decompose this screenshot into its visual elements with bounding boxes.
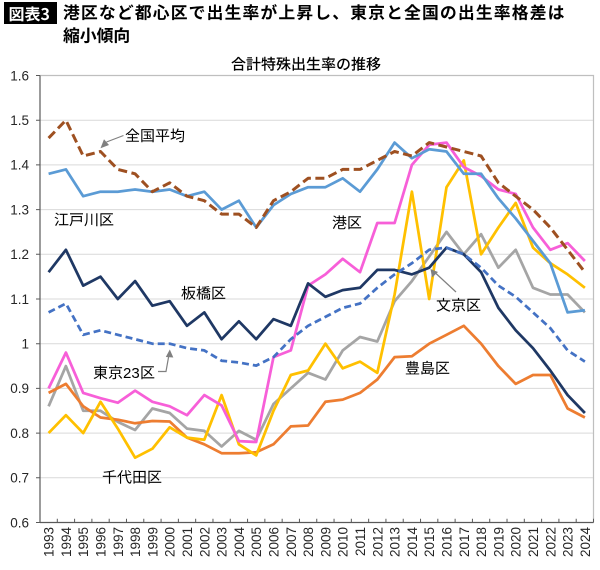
svg-text:2004: 2004 xyxy=(232,527,247,558)
svg-text:1997: 1997 xyxy=(111,527,126,557)
svg-text:1.1: 1.1 xyxy=(10,292,29,307)
svg-text:2022: 2022 xyxy=(543,527,558,557)
svg-text:2009: 2009 xyxy=(318,527,333,557)
svg-text:2010: 2010 xyxy=(336,527,351,557)
svg-text:1.5: 1.5 xyxy=(10,113,29,128)
svg-text:1.4: 1.4 xyxy=(10,158,29,173)
svg-text:2024: 2024 xyxy=(578,527,593,558)
svg-text:2020: 2020 xyxy=(509,527,524,557)
svg-text:2011: 2011 xyxy=(353,527,368,556)
svg-text:2013: 2013 xyxy=(388,527,403,557)
svg-text:1993: 1993 xyxy=(42,527,57,557)
svg-text:2023: 2023 xyxy=(561,527,576,557)
svg-text:2007: 2007 xyxy=(284,527,299,557)
svg-text:2002: 2002 xyxy=(197,527,212,557)
svg-text:1.6: 1.6 xyxy=(10,68,29,83)
svg-text:2018: 2018 xyxy=(474,527,489,557)
svg-text:1996: 1996 xyxy=(94,527,109,557)
svg-text:2012: 2012 xyxy=(370,527,385,557)
svg-text:0.6: 0.6 xyxy=(10,515,29,530)
svg-text:2008: 2008 xyxy=(301,527,316,557)
svg-text:2019: 2019 xyxy=(491,527,506,557)
svg-text:1.3: 1.3 xyxy=(10,202,29,217)
svg-text:0.7: 0.7 xyxy=(10,471,29,486)
svg-text:2001: 2001 xyxy=(180,527,195,557)
svg-text:1998: 1998 xyxy=(128,527,143,557)
svg-text:2017: 2017 xyxy=(457,527,472,557)
svg-text:1999: 1999 xyxy=(145,527,160,557)
svg-text:2015: 2015 xyxy=(422,527,437,557)
svg-text:0.9: 0.9 xyxy=(10,381,29,396)
svg-text:2006: 2006 xyxy=(267,527,282,557)
svg-text:2000: 2000 xyxy=(163,527,178,557)
svg-text:1995: 1995 xyxy=(76,527,91,557)
svg-text:0.8: 0.8 xyxy=(10,426,29,441)
svg-text:2014: 2014 xyxy=(405,527,420,558)
svg-text:2016: 2016 xyxy=(440,527,455,557)
svg-text:2003: 2003 xyxy=(215,527,230,557)
svg-text:23: 23 xyxy=(123,365,140,382)
svg-text:1994: 1994 xyxy=(59,527,74,558)
svg-text:1: 1 xyxy=(21,337,29,352)
svg-text:1.2: 1.2 xyxy=(10,247,29,262)
svg-text:2021: 2021 xyxy=(526,527,541,557)
svg-text:2005: 2005 xyxy=(249,527,264,557)
